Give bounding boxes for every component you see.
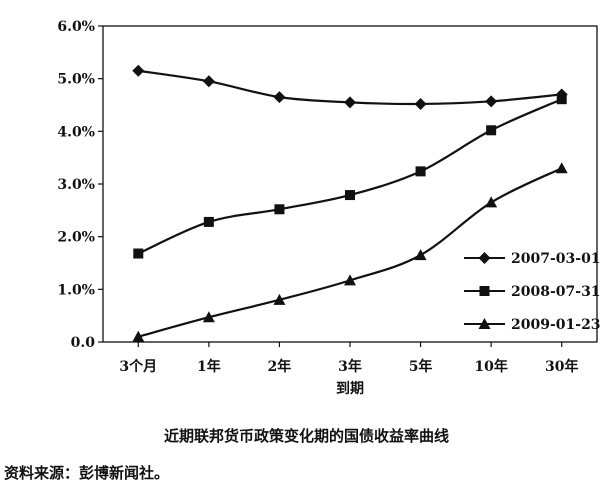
data-point: [485, 95, 498, 108]
data-point: [485, 196, 498, 208]
legend-marker: [478, 252, 491, 264]
data-point: [556, 94, 567, 105]
data-point: [345, 190, 355, 201]
source-note: 资料来源：彭博新闻社。: [4, 464, 170, 482]
x-tick-label: 2年: [268, 358, 292, 375]
data-point: [132, 64, 145, 77]
x-tick-label: 1年: [197, 358, 221, 375]
x-axis-title: 到期: [336, 381, 364, 397]
data-point: [132, 330, 145, 342]
chart-caption: 近期联邦货币政策变化期的国债收益率曲线: [163, 427, 449, 445]
legend-entry: 2007-03-01: [464, 251, 601, 267]
x-tick-label: 10年: [474, 358, 507, 375]
data-point: [414, 249, 427, 261]
data-point: [133, 248, 144, 259]
series-triangle: [132, 162, 568, 342]
y-tick-label: 4.0%: [57, 124, 95, 140]
data-point: [202, 75, 215, 88]
data-point: [202, 311, 215, 323]
data-point: [273, 293, 286, 305]
y-tick-label: 2.0%: [57, 230, 95, 246]
data-point: [344, 274, 356, 286]
legend-label: 2009-01-23: [511, 317, 601, 333]
y-tick-label: 6.0%: [57, 19, 95, 35]
x-tick-label: 5年: [409, 358, 433, 375]
x-tick-label: 3年: [338, 358, 362, 375]
series-diamond: [132, 64, 568, 110]
data-point: [486, 125, 497, 136]
data-point: [203, 216, 214, 227]
data-point: [414, 97, 427, 110]
data-point: [415, 166, 426, 177]
data-point: [555, 162, 568, 174]
y-tick-label: 1.0%: [57, 282, 95, 298]
y-tick-label: 0.0: [71, 335, 96, 351]
legend-entry: 2009-01-23: [464, 317, 601, 333]
y-axis-ticks: 0.0 1.0% 2.0% 3.0% 4.0% 5.0% 6.0%: [57, 19, 103, 351]
series-square: [133, 94, 567, 259]
legend-marker: [478, 318, 491, 329]
chart-series: [132, 64, 568, 342]
x-tick-label: 30年: [545, 358, 578, 375]
yield-curve-chart: 0.0 1.0% 2.0% 3.0% 4.0% 5.0% 6.0% 3个月 1年 2年 3年 5年 1…: [57, 19, 601, 397]
legend-marker: [479, 286, 490, 296]
data-point: [344, 96, 356, 109]
y-tick-label: 5.0%: [57, 72, 95, 88]
legend-label: 2007-03-01: [511, 251, 601, 267]
x-tick-label: 3个月: [119, 358, 157, 375]
data-point: [273, 91, 286, 104]
x-axis-ticks: 3个月 1年 2年 3年 5年 10年 30年: [119, 342, 578, 375]
chart-legend: 2007-03-01 2008-07-31 2009-01-23: [464, 251, 601, 333]
data-point: [274, 204, 285, 215]
y-tick-label: 3.0%: [57, 177, 95, 193]
series-line: [137, 98, 563, 255]
legend-label: 2008-07-31: [511, 284, 601, 300]
legend-entry: 2008-07-31: [464, 284, 601, 300]
